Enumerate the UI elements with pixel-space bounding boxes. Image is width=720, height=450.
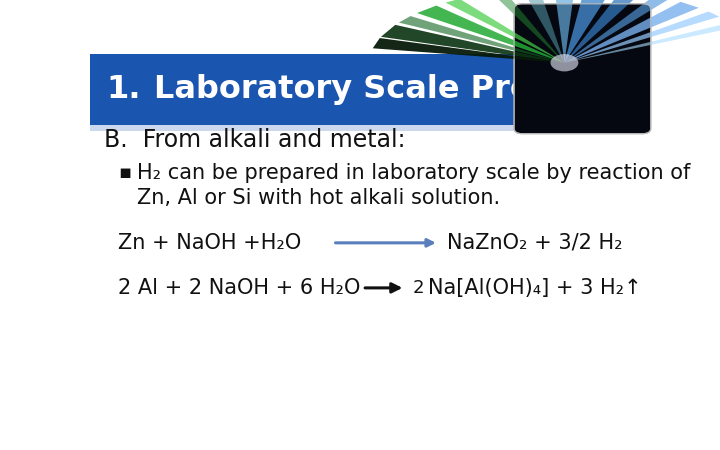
Text: H₂ can be prepared in laboratory scale by reaction of: H₂ can be prepared in laboratory scale b… <box>138 163 690 183</box>
Polygon shape <box>373 38 564 63</box>
Bar <box>90 125 648 131</box>
Polygon shape <box>399 16 564 63</box>
Text: NaZnO₂ + 3/2 H₂: NaZnO₂ + 3/2 H₂ <box>447 233 623 253</box>
Text: 1.: 1. <box>107 74 141 105</box>
Polygon shape <box>491 0 564 63</box>
Polygon shape <box>564 2 699 63</box>
Polygon shape <box>564 12 719 63</box>
Polygon shape <box>554 0 575 63</box>
Text: 2 Al + 2 NaOH + 6 H₂O: 2 Al + 2 NaOH + 6 H₂O <box>118 278 360 298</box>
Polygon shape <box>417 5 564 63</box>
Circle shape <box>551 54 578 72</box>
Text: ▪: ▪ <box>118 163 131 182</box>
Polygon shape <box>564 22 720 63</box>
Polygon shape <box>564 0 641 63</box>
Polygon shape <box>446 0 564 63</box>
Polygon shape <box>564 0 670 63</box>
Polygon shape <box>381 25 564 63</box>
Text: Laboratory Scale Preparation: Laboratory Scale Preparation <box>154 74 685 105</box>
Text: Na[Al(OH)₄] + 3 H₂↑: Na[Al(OH)₄] + 3 H₂↑ <box>428 278 642 298</box>
Text: 2: 2 <box>413 279 424 297</box>
Text: B.  From alkali and metal:: B. From alkali and metal: <box>104 129 405 153</box>
Polygon shape <box>564 0 612 63</box>
Bar <box>90 54 648 125</box>
Text: Zn + NaOH +H₂O: Zn + NaOH +H₂O <box>118 233 301 253</box>
FancyBboxPatch shape <box>514 4 651 134</box>
Polygon shape <box>522 0 564 63</box>
Text: Zn, Al or Si with hot alkali solution.: Zn, Al or Si with hot alkali solution. <box>138 189 500 208</box>
